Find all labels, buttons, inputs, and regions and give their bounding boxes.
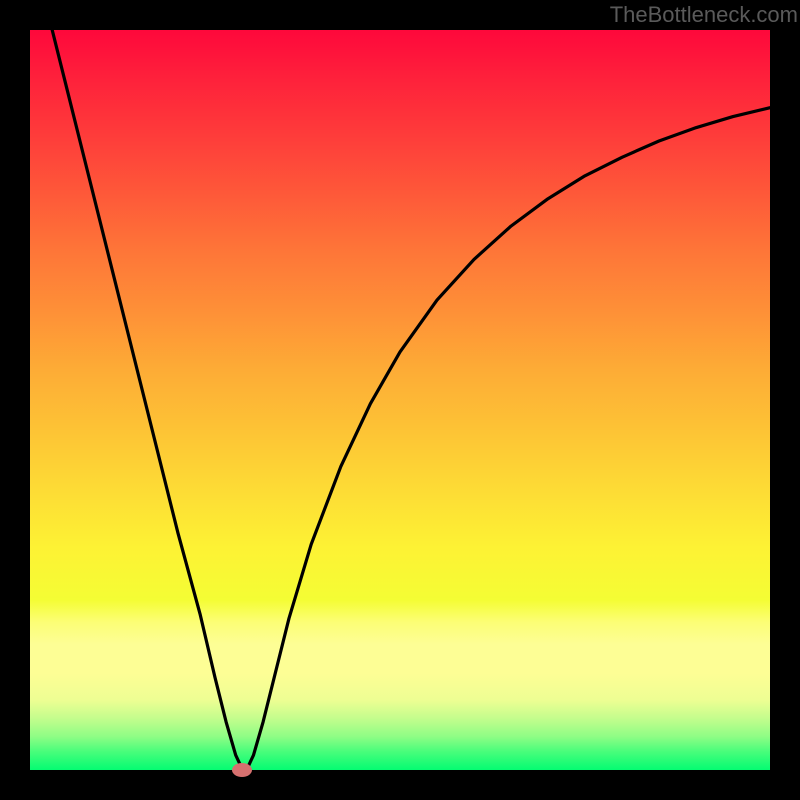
chart-container: TheBottleneck.com (0, 0, 800, 800)
chart-background (0, 0, 800, 800)
minimum-marker (232, 763, 252, 777)
attribution-text: TheBottleneck.com (610, 2, 798, 28)
